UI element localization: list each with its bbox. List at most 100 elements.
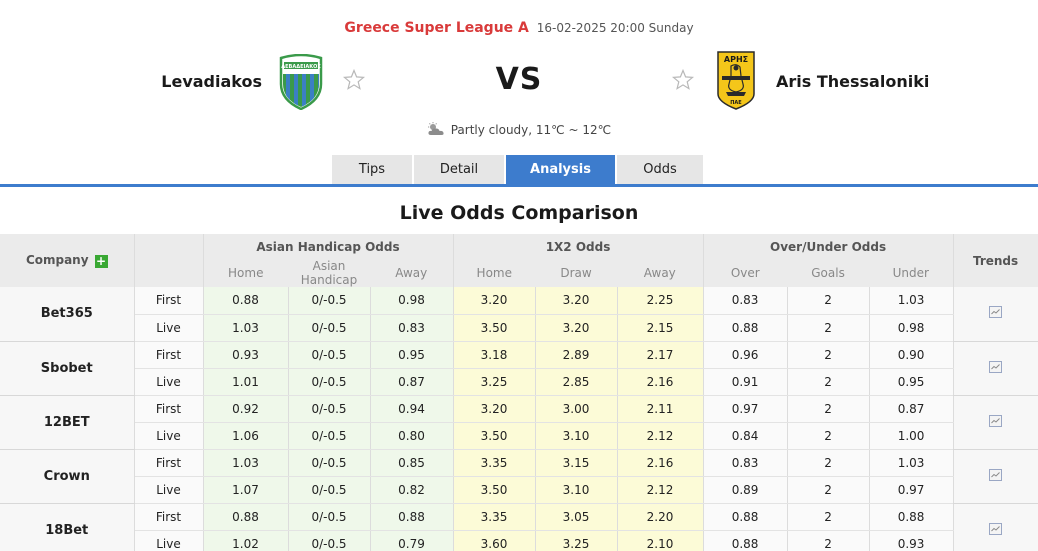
ou-odds-cell[interactable]: 0.88: [703, 530, 788, 551]
ou-odds-cell[interactable]: 0.88: [869, 503, 954, 531]
company-name[interactable]: 12BET: [0, 395, 135, 450]
ou-odds-cell[interactable]: 2: [787, 341, 870, 369]
x12-odds-cell[interactable]: 3.50: [453, 422, 536, 450]
x12-odds-cell[interactable]: 3.60: [453, 530, 536, 551]
ah-odds-cell[interactable]: 0.82: [370, 476, 454, 504]
trend-chart-icon[interactable]: [989, 468, 1003, 481]
ou-odds-cell[interactable]: 2: [787, 422, 870, 450]
trends-cell[interactable]: [953, 449, 1038, 504]
ou-odds-cell[interactable]: 0.90: [869, 341, 954, 369]
x12-odds-cell[interactable]: 3.20: [535, 314, 618, 342]
trend-chart-icon[interactable]: [989, 306, 1003, 319]
ah-odds-cell[interactable]: 0/-0.5: [288, 422, 371, 450]
add-company-plus-icon[interactable]: +: [94, 254, 108, 268]
trend-chart-icon[interactable]: [989, 360, 1003, 373]
x12-odds-cell[interactable]: 2.89: [535, 341, 618, 369]
x12-odds-cell[interactable]: 3.50: [453, 476, 536, 504]
ou-odds-cell[interactable]: 2: [787, 476, 870, 504]
x12-odds-cell[interactable]: 2.25: [617, 287, 704, 315]
ah-odds-cell[interactable]: 1.06: [203, 422, 289, 450]
x12-odds-cell[interactable]: 2.16: [617, 368, 704, 396]
ah-odds-cell[interactable]: 0/-0.5: [288, 449, 371, 477]
ou-odds-cell[interactable]: 0.95: [869, 368, 954, 396]
ou-odds-cell[interactable]: 0.83: [703, 449, 788, 477]
ah-odds-cell[interactable]: 0/-0.5: [288, 368, 371, 396]
ou-odds-cell[interactable]: 0.91: [703, 368, 788, 396]
company-name[interactable]: Crown: [0, 449, 135, 504]
ou-odds-cell[interactable]: 0.88: [703, 314, 788, 342]
ou-odds-cell[interactable]: 2: [787, 395, 870, 423]
tab-odds[interactable]: Odds: [617, 155, 703, 185]
ou-odds-cell[interactable]: 0.96: [703, 341, 788, 369]
ah-odds-cell[interactable]: 0/-0.5: [288, 395, 371, 423]
trend-chart-icon[interactable]: [989, 522, 1003, 535]
x12-odds-cell[interactable]: 2.85: [535, 368, 618, 396]
ah-odds-cell[interactable]: 0.88: [370, 503, 454, 531]
x12-odds-cell[interactable]: 3.05: [535, 503, 618, 531]
ah-odds-cell[interactable]: 0.83: [370, 314, 454, 342]
x12-odds-cell[interactable]: 3.15: [535, 449, 618, 477]
x12-odds-cell[interactable]: 2.15: [617, 314, 704, 342]
trends-cell[interactable]: [953, 287, 1038, 342]
ou-odds-cell[interactable]: 2: [787, 449, 870, 477]
home-team-name[interactable]: Levadiakos: [161, 72, 262, 91]
x12-odds-cell[interactable]: 3.25: [453, 368, 536, 396]
ah-odds-cell[interactable]: 1.01: [203, 368, 289, 396]
ou-odds-cell[interactable]: 1.03: [869, 287, 954, 315]
x12-odds-cell[interactable]: 2.12: [617, 476, 704, 504]
x12-odds-cell[interactable]: 2.20: [617, 503, 704, 531]
ou-odds-cell[interactable]: 0.84: [703, 422, 788, 450]
ah-odds-cell[interactable]: 0.88: [203, 503, 289, 531]
ah-odds-cell[interactable]: 0.79: [370, 530, 454, 551]
ah-odds-cell[interactable]: 1.07: [203, 476, 289, 504]
ah-odds-cell[interactable]: 1.03: [203, 449, 289, 477]
ou-odds-cell[interactable]: 1.03: [869, 449, 954, 477]
trend-chart-icon[interactable]: [989, 414, 1003, 427]
x12-odds-cell[interactable]: 3.50: [453, 314, 536, 342]
ou-odds-cell[interactable]: 0.83: [703, 287, 788, 315]
ah-odds-cell[interactable]: 0.94: [370, 395, 454, 423]
ou-odds-cell[interactable]: 0.97: [869, 476, 954, 504]
trends-cell[interactable]: [953, 503, 1038, 551]
ah-odds-cell[interactable]: 0.98: [370, 287, 454, 315]
ah-odds-cell[interactable]: 0.85: [370, 449, 454, 477]
company-name[interactable]: 18Bet: [0, 503, 135, 551]
ah-odds-cell[interactable]: 0/-0.5: [288, 476, 371, 504]
ah-odds-cell[interactable]: 0.87: [370, 368, 454, 396]
ah-odds-cell[interactable]: 0/-0.5: [288, 530, 371, 551]
ou-odds-cell[interactable]: 0.88: [703, 503, 788, 531]
ou-odds-cell[interactable]: 0.98: [869, 314, 954, 342]
ah-odds-cell[interactable]: 0.92: [203, 395, 289, 423]
x12-odds-cell[interactable]: 3.20: [453, 395, 536, 423]
home-favorite-star-icon[interactable]: [342, 68, 366, 92]
ah-odds-cell[interactable]: 0/-0.5: [288, 314, 371, 342]
x12-odds-cell[interactable]: 2.16: [617, 449, 704, 477]
ou-odds-cell[interactable]: 2: [787, 503, 870, 531]
ah-odds-cell[interactable]: 0/-0.5: [288, 341, 371, 369]
tab-detail[interactable]: Detail: [414, 155, 504, 185]
ah-odds-cell[interactable]: 0.88: [203, 287, 289, 315]
trends-cell[interactable]: [953, 395, 1038, 450]
ah-odds-cell[interactable]: 1.03: [203, 314, 289, 342]
x12-odds-cell[interactable]: 2.10: [617, 530, 704, 551]
ou-odds-cell[interactable]: 0.97: [703, 395, 788, 423]
company-name[interactable]: Sbobet: [0, 341, 135, 396]
ou-odds-cell[interactable]: 2: [787, 368, 870, 396]
ou-odds-cell[interactable]: 2: [787, 530, 870, 551]
ah-odds-cell[interactable]: 0.80: [370, 422, 454, 450]
x12-odds-cell[interactable]: 3.10: [535, 476, 618, 504]
x12-odds-cell[interactable]: 3.35: [453, 503, 536, 531]
x12-odds-cell[interactable]: 3.10: [535, 422, 618, 450]
ou-odds-cell[interactable]: 2: [787, 314, 870, 342]
tab-tips[interactable]: Tips: [332, 155, 412, 185]
x12-odds-cell[interactable]: 2.17: [617, 341, 704, 369]
away-team-name[interactable]: Aris Thessaloniki: [776, 72, 930, 91]
x12-odds-cell[interactable]: 3.35: [453, 449, 536, 477]
ou-odds-cell[interactable]: 0.89: [703, 476, 788, 504]
ou-odds-cell[interactable]: 0.87: [869, 395, 954, 423]
x12-odds-cell[interactable]: 3.00: [535, 395, 618, 423]
x12-odds-cell[interactable]: 3.25: [535, 530, 618, 551]
x12-odds-cell[interactable]: 3.20: [453, 287, 536, 315]
ah-odds-cell[interactable]: 1.02: [203, 530, 289, 551]
away-favorite-star-icon[interactable]: [671, 68, 695, 92]
